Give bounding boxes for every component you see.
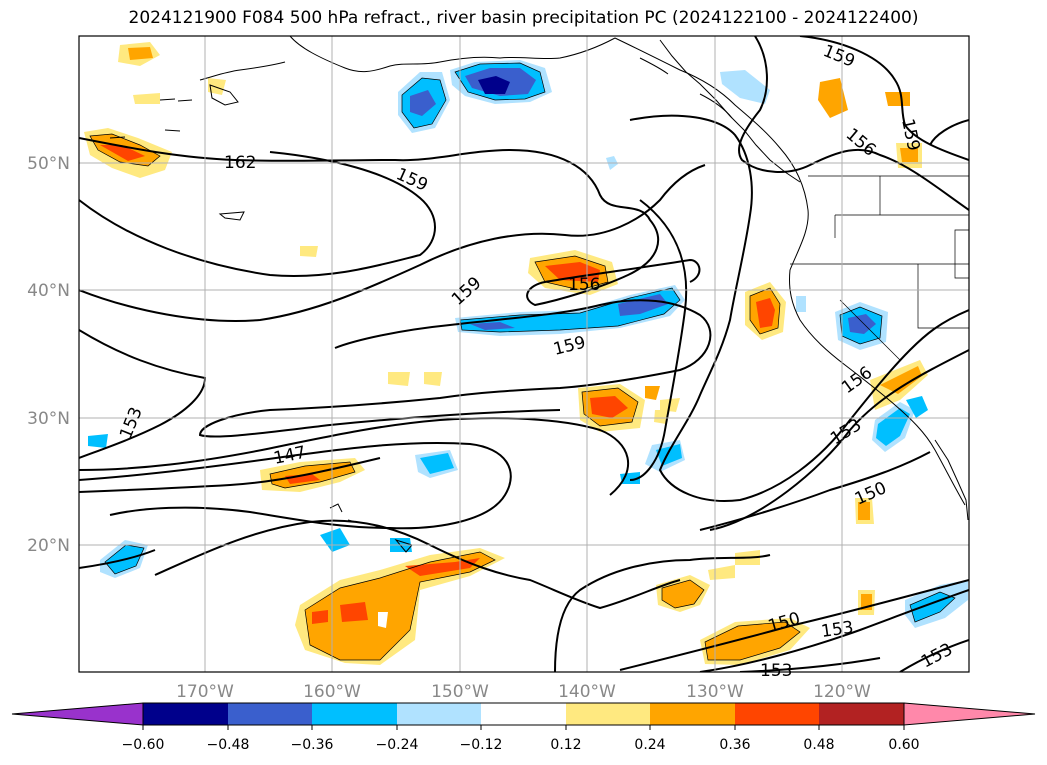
lon-tick-label: 150°W xyxy=(431,682,489,702)
contour-156 xyxy=(198,299,712,438)
lat-tick-label: 40°N xyxy=(27,281,70,301)
contour-159-b xyxy=(79,164,706,322)
colorbar-segment xyxy=(735,703,819,725)
contour-159-c xyxy=(629,114,969,502)
contour-156-b xyxy=(738,36,969,211)
map-frame xyxy=(78,35,970,673)
fill-blob-hawaii-south xyxy=(295,548,505,665)
contour-label: 153 xyxy=(760,661,792,681)
lon-tick-label: 120°W xyxy=(813,682,871,702)
colorbar-tick-label: 0.12 xyxy=(550,737,581,753)
fill-blob-southeast-15n xyxy=(700,618,810,665)
contour-147 xyxy=(79,417,629,496)
contour-153-d xyxy=(899,639,969,672)
fill-blob-nw-coast xyxy=(84,128,172,178)
colorbar-segment xyxy=(143,703,228,725)
colorbar-tick-label: 0.60 xyxy=(888,737,919,753)
lon-tick-label: 170°W xyxy=(176,682,234,702)
colorbar-segment xyxy=(819,703,904,725)
lat-tick-label: 50°N xyxy=(27,154,70,174)
colorbar-tick-label: −0.60 xyxy=(122,737,165,753)
colorbar: −0.60 −0.48 −0.36 −0.24 −0.12 0.12 0.24 … xyxy=(11,702,1036,753)
colorbar-tick-label: 0.24 xyxy=(634,737,665,753)
fill-blob-central-30n xyxy=(578,384,645,432)
north-america-west-coast xyxy=(614,37,966,506)
fill-blob-gulf-alaska-east xyxy=(450,60,552,104)
contour-label: 153 xyxy=(820,618,855,642)
colorbar-tick-label: 0.36 xyxy=(719,737,750,753)
fill-blob-bc-offshore xyxy=(720,70,770,104)
colorbar-segment xyxy=(397,703,481,725)
fill-blob-bc-coast xyxy=(818,78,848,118)
colorbar-tick-label: −0.36 xyxy=(291,737,334,753)
colorbar-tick-label: −0.12 xyxy=(460,737,503,753)
grid-lines xyxy=(79,36,969,672)
contour-150-b xyxy=(699,451,931,531)
colorbar-segment xyxy=(228,703,312,725)
colorbar-tick-label: 0.48 xyxy=(803,737,834,753)
contour-153 xyxy=(79,329,207,459)
colorbar-segment xyxy=(312,703,397,725)
colorbar-extend-left xyxy=(11,702,144,726)
lat-tick-label: 30°N xyxy=(27,409,70,429)
borders xyxy=(790,175,969,361)
contour-inner-loop xyxy=(79,441,512,530)
lon-tick-label: 140°W xyxy=(558,682,616,702)
colorbar-segment xyxy=(481,703,566,725)
fill-blob-california-inland xyxy=(835,302,888,350)
colorbar-tick-label: −0.48 xyxy=(207,737,250,753)
colorbar-tick-label: −0.24 xyxy=(376,737,419,753)
lon-tick-label: 130°W xyxy=(686,682,744,702)
colorbar-segment xyxy=(650,703,735,725)
map-background xyxy=(79,36,969,672)
contour-153-c xyxy=(619,579,969,671)
contour-159-d xyxy=(799,36,969,161)
colorbar-segment xyxy=(566,703,650,725)
fill-blob-offshore-california xyxy=(745,282,786,340)
refractivity-contours xyxy=(79,36,969,672)
fill-blob-central-40n xyxy=(528,250,618,295)
coastlines xyxy=(109,36,969,553)
contour-150-loop xyxy=(154,519,681,610)
latitude-labels: 20°N 30°N 40°N 50°N xyxy=(27,154,70,556)
contour-label: 162 xyxy=(224,153,256,173)
map-title: 2024121900 F084 500 hPa refract., river … xyxy=(128,8,919,28)
lat-tick-label: 20°N xyxy=(27,536,70,556)
contour-159-a xyxy=(79,151,436,277)
contour-162 xyxy=(79,137,701,307)
contour-153-b xyxy=(709,349,969,531)
fill-outlines xyxy=(89,62,956,661)
contour-label: 156 xyxy=(568,275,600,295)
alaska-south-coast xyxy=(289,36,616,73)
lon-tick-label: 160°W xyxy=(303,682,361,702)
colorbar-extend-right xyxy=(903,702,1036,726)
island-outline xyxy=(209,84,239,106)
longitude-labels: 170°W 160°W 150°W 140°W 130°W 120°W xyxy=(176,682,871,702)
